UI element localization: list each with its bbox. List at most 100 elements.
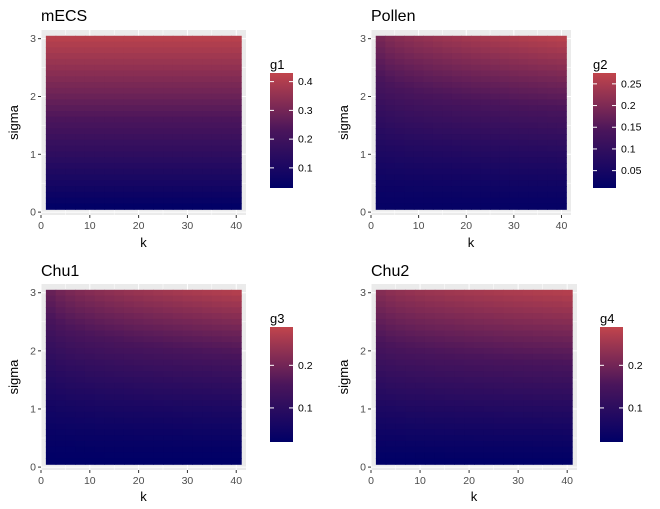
- heatmap-tile: [94, 417, 106, 425]
- heatmap-tile: [451, 53, 463, 60]
- heatmap-tile: [464, 452, 475, 459]
- heatmap-tile: [45, 180, 57, 187]
- heatmap-tile: [413, 70, 424, 77]
- heatmap-tile: [231, 58, 242, 66]
- heatmap-tile: [413, 53, 424, 60]
- heatmap-tile: [182, 110, 193, 118]
- heatmap-tile: [114, 110, 125, 118]
- heatmap-tile: [75, 105, 86, 112]
- heatmap-tile: [413, 35, 424, 43]
- heatmap-tile: [153, 458, 164, 465]
- heatmap-tile: [490, 99, 501, 106]
- heatmap-tile: [75, 174, 86, 181]
- heatmap-tile: [123, 423, 135, 430]
- heatmap-tile: [104, 382, 115, 390]
- heatmap-tile: [413, 180, 424, 187]
- heatmap-tile: [474, 371, 485, 378]
- heatmap-tile: [114, 435, 125, 442]
- heatmap-tile: [490, 139, 501, 147]
- heatmap-tile: [182, 371, 193, 378]
- heatmap-tile: [513, 417, 524, 425]
- heatmap-tile: [182, 197, 193, 205]
- heatmap-tile: [211, 87, 223, 95]
- heatmap-tile: [375, 382, 387, 390]
- heatmap-tile: [182, 180, 193, 187]
- heatmap-tile: [375, 342, 387, 349]
- heatmap-tile: [153, 139, 164, 147]
- heatmap-tile: [153, 388, 164, 396]
- heatmap-tile: [542, 406, 554, 413]
- heatmap-tile: [75, 64, 86, 72]
- heatmap-tile: [75, 203, 86, 210]
- heatmap-tile: [202, 377, 213, 384]
- heatmap-tile: [75, 458, 86, 465]
- heatmap-tile: [133, 394, 145, 401]
- heatmap-tile: [75, 35, 86, 43]
- heatmap-tile: [480, 99, 491, 106]
- heatmap-tile: [211, 382, 223, 390]
- heatmap-tile: [123, 203, 135, 210]
- heatmap-tile: [513, 406, 524, 413]
- heatmap-tile: [385, 58, 396, 66]
- heatmap-tile: [65, 64, 76, 72]
- heatmap-tile: [405, 289, 416, 297]
- heatmap-tile: [182, 400, 193, 407]
- heatmap-tile: [55, 423, 66, 430]
- heatmap-tile: [221, 186, 232, 193]
- heatmap-tile: [55, 64, 66, 72]
- heatmap-tile: [45, 162, 57, 170]
- heatmap-tile: [556, 116, 567, 124]
- heatmap-tile: [202, 168, 213, 176]
- heatmap-tile: [444, 377, 455, 384]
- heatmap-tile: [45, 295, 57, 303]
- heatmap-tile: [493, 435, 505, 442]
- heatmap-tile: [143, 128, 154, 135]
- heatmap-tile: [104, 429, 115, 436]
- heatmap-tile: [221, 203, 232, 210]
- heatmap-tile: [192, 76, 203, 83]
- heatmap-tile: [211, 429, 223, 436]
- heatmap-tile: [143, 301, 154, 308]
- heatmap-tile: [231, 151, 242, 158]
- heatmap-tile: [192, 313, 203, 320]
- heatmap-tile: [513, 324, 524, 332]
- heatmap-tile: [490, 41, 501, 48]
- heatmap-tile: [114, 295, 125, 303]
- heatmap-tile: [413, 197, 424, 205]
- legend-ticks: 0.10.20.30.4: [270, 76, 313, 174]
- heatmap-tile: [231, 394, 242, 401]
- heatmap-tile: [104, 122, 115, 129]
- heatmap-tile: [45, 197, 57, 205]
- heatmap-tile: [483, 394, 495, 401]
- heatmap-tile: [182, 76, 193, 83]
- heatmap-tile: [528, 41, 539, 48]
- heatmap-tile: [562, 365, 573, 372]
- heatmap-tile: [499, 58, 510, 66]
- heatmap-tile: [75, 99, 86, 106]
- heatmap-tile: [143, 336, 154, 343]
- x-axis-title: k: [140, 489, 147, 504]
- heatmap-tile: [480, 174, 491, 181]
- heatmap-tile: [552, 371, 563, 378]
- heatmap-tile: [385, 429, 397, 436]
- heatmap-tile: [143, 458, 154, 465]
- heatmap-tile: [454, 423, 465, 430]
- heatmap-tile: [192, 394, 203, 401]
- heatmap-tile: [454, 388, 465, 396]
- heatmap-tile: [114, 116, 125, 124]
- heatmap-tile: [518, 186, 529, 193]
- heatmap-tile: [211, 336, 223, 343]
- y-tick-label: 0: [30, 207, 36, 219]
- heatmap-tile: [490, 128, 501, 135]
- heatmap-tile: [480, 93, 491, 100]
- heatmap-tile: [405, 417, 416, 425]
- heatmap-tile: [172, 365, 184, 372]
- heatmap-tile: [45, 458, 57, 465]
- heatmap-tile: [153, 168, 164, 176]
- heatmap-tile: [385, 342, 397, 349]
- y-tick-label: 2: [30, 345, 36, 357]
- heatmap-tile: [172, 139, 184, 147]
- heatmap-tile: [221, 452, 232, 459]
- heatmap-tile: [542, 301, 554, 308]
- heatmap-tile: [471, 41, 482, 48]
